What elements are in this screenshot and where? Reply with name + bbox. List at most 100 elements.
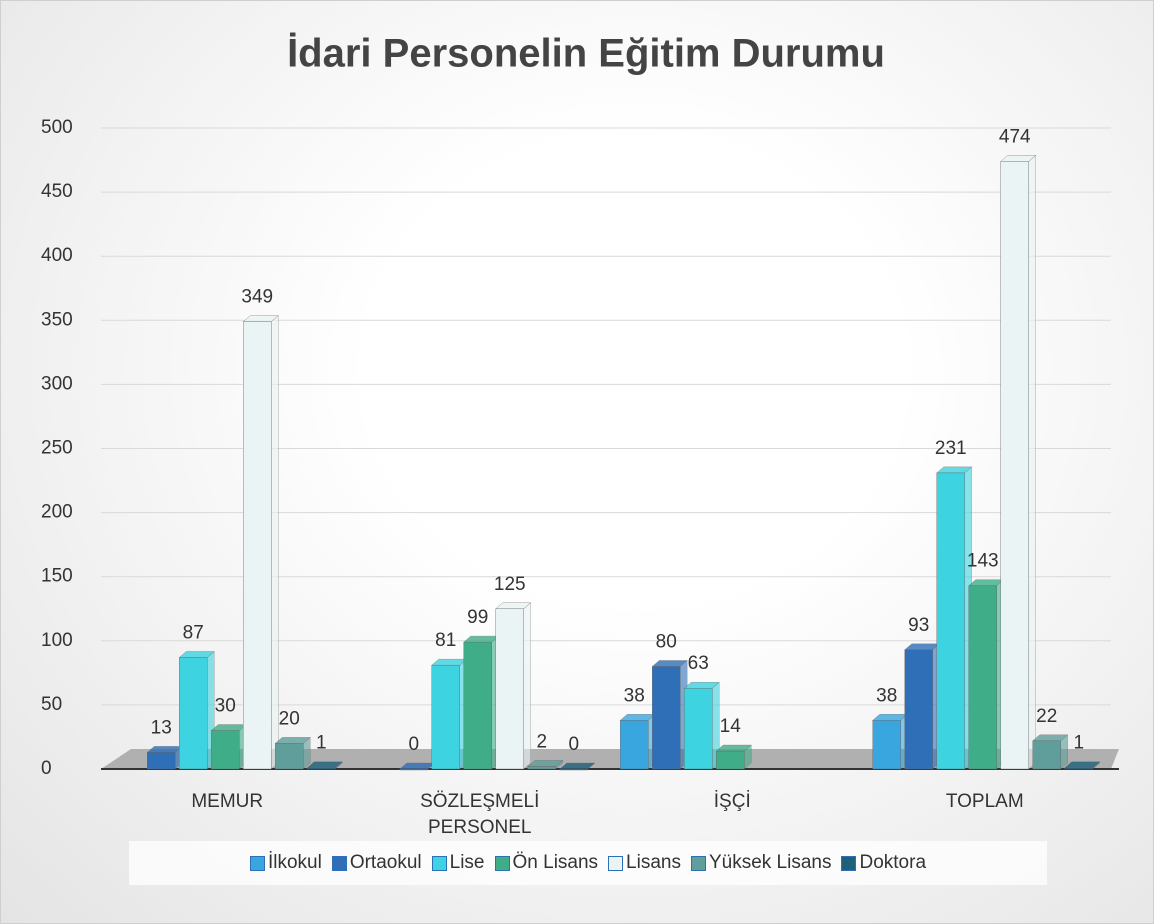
- bar: [306, 761, 343, 770]
- bar-top: [242, 315, 279, 322]
- bar: [872, 713, 909, 770]
- value-label: 38: [624, 685, 645, 706]
- legend-item: Lise: [431, 852, 485, 874]
- legend-item: Lisans: [608, 852, 681, 874]
- bar: [495, 602, 532, 770]
- bar-front: [904, 649, 933, 770]
- value-label: 93: [908, 615, 929, 636]
- value-label: 99: [467, 607, 488, 628]
- bar-front: [431, 664, 460, 770]
- legend-swatch: [249, 855, 265, 871]
- x-tick-label: TOPLAM: [945, 791, 1024, 812]
- y-tick-label: 400: [41, 245, 73, 266]
- bar: [431, 658, 468, 770]
- value-label: 231: [935, 438, 967, 459]
- legend: İlkokul Ortaokul Lise Ön Lisans Lisans Yüksek…: [129, 841, 1047, 885]
- legend-swatch: [431, 855, 447, 871]
- bar: [936, 466, 973, 770]
- bar: [210, 724, 247, 770]
- value-label: 80: [656, 631, 677, 652]
- bar: [527, 760, 564, 770]
- legend-label: Lise: [449, 852, 485, 873]
- y-tick-label: 200: [41, 502, 73, 523]
- value-label: 30: [215, 696, 236, 717]
- chart-title: İdari Personelin Eğitim Durumu: [287, 32, 885, 76]
- bar-front: [872, 720, 901, 770]
- value-label: 143: [967, 551, 999, 572]
- value-label: 2: [536, 731, 547, 752]
- bar: [715, 744, 752, 770]
- bar-top: [495, 602, 532, 609]
- value-label: 0: [408, 734, 419, 755]
- bar-front: [684, 688, 713, 770]
- bar: [399, 762, 436, 771]
- bar-top: [715, 744, 752, 752]
- y-tick-label: 250: [41, 438, 73, 459]
- legend-item: Ön Lisans: [494, 852, 599, 874]
- bar-top: [1032, 734, 1069, 741]
- y-tick-label: 500: [41, 117, 73, 138]
- bar: [1064, 761, 1101, 770]
- bar: [274, 736, 311, 770]
- legend-swatch: [608, 855, 624, 871]
- legend-label: Ortaokul: [349, 852, 422, 873]
- y-tick-label: 450: [41, 181, 73, 202]
- bar-side: [1028, 154, 1036, 770]
- value-label: 0: [568, 734, 579, 755]
- bar: [146, 745, 183, 770]
- legend-item: İlkokul: [249, 852, 322, 874]
- bar-top: [683, 682, 720, 689]
- legend-label: Lisans: [626, 852, 681, 873]
- legend-swatch: [841, 855, 857, 871]
- x-tick-label: MEMUR: [191, 791, 264, 812]
- x-tick-label: SÖZLEŞMELİ PERSONEL: [420, 791, 540, 838]
- y-tick-label: 300: [41, 373, 73, 394]
- legend-item: Yüksek Lisans: [690, 852, 832, 874]
- legend-label: Yüksek Lisans: [708, 852, 832, 873]
- bar-front: [211, 730, 240, 770]
- legend-swatch: [494, 855, 510, 871]
- bar: [683, 681, 720, 770]
- bar-front: [1000, 161, 1029, 770]
- bar-side: [271, 315, 279, 770]
- value-label: 22: [1036, 706, 1057, 727]
- bar-front: [1032, 740, 1061, 770]
- bar: [559, 762, 596, 771]
- legend-item: Ortaokul: [331, 852, 422, 874]
- legend-item: Doktora: [841, 852, 926, 874]
- bar-top: [936, 466, 973, 474]
- bar: [619, 713, 656, 770]
- y-tick-label: 0: [41, 758, 52, 779]
- legend-label: İlkokul: [267, 852, 322, 873]
- value-label: 38: [876, 685, 897, 706]
- bar-top: [651, 660, 688, 667]
- bar-front: [147, 752, 176, 770]
- value-label: 125: [494, 574, 526, 595]
- bar-front: [968, 585, 997, 770]
- value-label: 349: [241, 287, 273, 308]
- bar-front: [495, 608, 524, 770]
- bar-top: [527, 760, 564, 767]
- legend-label: Ön Lisans: [512, 852, 599, 873]
- bar-top: [274, 737, 311, 744]
- x-tick-label: İŞÇİ: [713, 791, 751, 812]
- bar-front: [620, 720, 649, 770]
- y-tick-label: 50: [41, 694, 62, 715]
- bar: [1000, 154, 1037, 770]
- bar-front: [179, 657, 208, 770]
- y-tick-label: 100: [41, 630, 73, 651]
- floor: [101, 749, 1119, 769]
- value-label: 87: [183, 622, 204, 643]
- value-label: 81: [435, 630, 456, 651]
- value-label: 1: [1073, 733, 1084, 754]
- bar: [1032, 734, 1069, 770]
- legend-swatch: [690, 855, 706, 871]
- bar-top: [178, 651, 215, 658]
- bar-front: [652, 666, 681, 770]
- y-tick-label: 350: [41, 309, 73, 330]
- bar-front: [527, 766, 556, 770]
- bar-front: [936, 472, 965, 770]
- bar: [904, 643, 941, 770]
